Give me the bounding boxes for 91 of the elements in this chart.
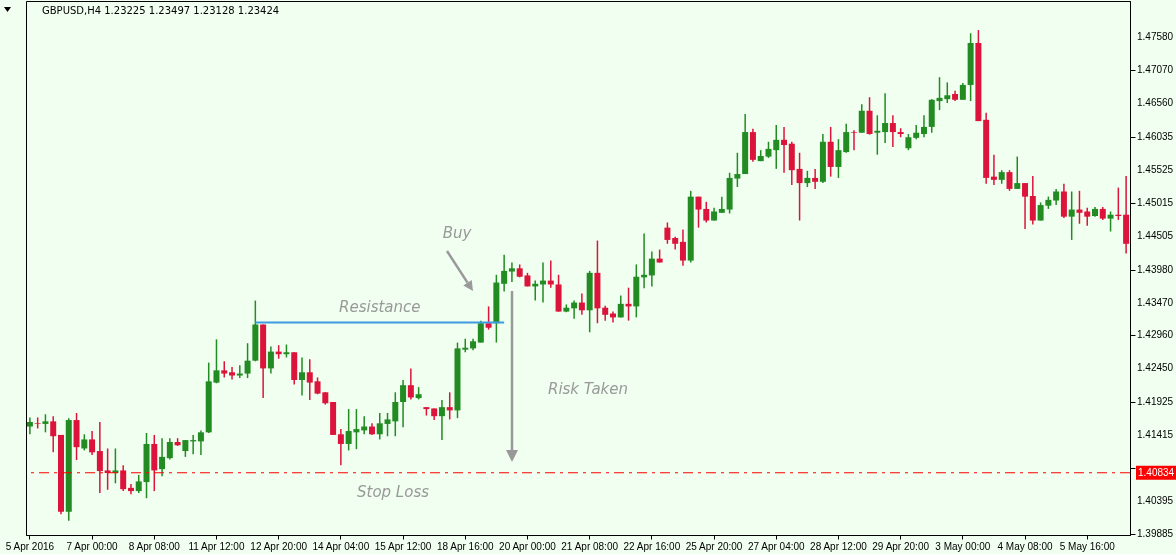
candlestick [664, 221, 671, 245]
candlestick [1068, 190, 1075, 241]
candlestick [1014, 155, 1021, 190]
x-tick-label: 25 Apr 20:00 [685, 540, 743, 552]
y-tick-label: 1.41925 [1137, 396, 1174, 408]
candlestick [42, 413, 49, 434]
x-tick-label: 5 Apr 2016 [5, 540, 55, 552]
candlestick [835, 138, 842, 179]
x-tick-label: 12 Apr 20:00 [250, 540, 308, 552]
candlestick [1107, 210, 1114, 233]
candlestick [1084, 206, 1091, 227]
y-tick-label: 1.42450 [1137, 362, 1174, 374]
candlestick [679, 228, 686, 267]
candlestick [990, 153, 997, 186]
candlestick [26, 416, 33, 436]
candlestick [267, 345, 274, 375]
ref-line-label: Stop Loss [356, 482, 430, 501]
candlestick [89, 430, 96, 456]
candlestick [501, 254, 508, 293]
candlestick [1006, 169, 1013, 192]
y-tick-label: 1.39885 [1137, 528, 1174, 540]
candlestick [781, 126, 788, 174]
candlestick [843, 122, 850, 154]
x-tick-label: 18 Apr 16:00 [436, 540, 495, 552]
text: 1.40834 [1138, 466, 1175, 478]
y-tick-label: 1.47070 [1137, 64, 1174, 76]
candlestick [438, 399, 445, 441]
x-tick-label: 7 Apr 00:00 [66, 540, 119, 552]
candlestick [578, 292, 585, 316]
x-tick-label: 5 May 16:00 [1059, 540, 1116, 552]
candlestick [648, 250, 655, 288]
annotation: Buy [442, 224, 473, 242]
candlestick [244, 342, 251, 379]
y-tick-label: 1.41415 [1137, 429, 1174, 441]
y-tick-label: 1.40395 [1137, 495, 1174, 507]
candlestick [96, 421, 103, 494]
candlestick [508, 261, 515, 283]
candlestick [1022, 182, 1029, 230]
x-tick-label: 27 Apr 04:00 [747, 540, 806, 552]
chart-title: GBPUSD,H4 1.23225 1.23497 1.23128 1.23424 [42, 5, 280, 16]
x-tick-label: 21 Apr 08:00 [561, 540, 619, 552]
y-tick-label: 1.46035 [1137, 130, 1174, 142]
candlestick [135, 474, 142, 494]
candlestick [50, 415, 57, 454]
candlestick [773, 124, 780, 170]
y-tick-label: 1.47580 [1137, 31, 1174, 43]
candlestick [159, 437, 166, 477]
y-tick-label: 1.43980 [1137, 263, 1174, 275]
candlestick [866, 96, 873, 136]
x-tick-label: 8 Apr 08:00 [128, 540, 181, 552]
candlestick [796, 151, 803, 222]
candlestick [812, 168, 819, 190]
candlestick [882, 92, 889, 144]
x-tick-label: 22 Apr 16:00 [623, 540, 681, 552]
y-tick-label: 1.45015 [1137, 196, 1174, 208]
candlestick [299, 356, 305, 397]
candlestick [236, 364, 243, 379]
x-tick-label: 4 May 08:00 [997, 540, 1053, 552]
candlestick [127, 483, 134, 496]
candlestick [120, 464, 127, 492]
x-tick-label: 15 Apr 12:00 [374, 540, 432, 552]
y-tick-label: 1.44505 [1137, 229, 1174, 241]
y-tick-label: 1.45525 [1137, 163, 1174, 175]
candlestick [851, 129, 857, 151]
candlestick [874, 114, 881, 156]
x-tick-label: 29 Apr 20:00 [872, 540, 930, 552]
candlestick [920, 114, 927, 138]
candlestick [197, 429, 204, 456]
x-tick-label: 11 Apr 12:00 [188, 540, 245, 552]
x-tick-label: 20 Apr 00:00 [499, 540, 557, 552]
annotation: Risk Taken [547, 380, 629, 398]
candlestick [337, 428, 344, 467]
candlestick [446, 391, 453, 421]
y-tick-label: 1.42960 [1137, 329, 1174, 341]
x-tick-label: 28 Apr 12:00 [810, 540, 868, 552]
y-tick-label: 1.46560 [1137, 97, 1174, 109]
candlestick [718, 195, 725, 214]
candlestick [1076, 190, 1083, 225]
x-tick-label: 14 Apr 04:00 [312, 540, 370, 552]
candlestick [889, 114, 896, 148]
candlestick [376, 412, 383, 441]
candlestick [400, 379, 407, 428]
series-label: Resistance [338, 297, 421, 316]
x-tick-label: 3 May 00:00 [935, 540, 991, 552]
y-tick-label: 1.43470 [1137, 296, 1174, 308]
candlestick [407, 367, 414, 401]
candlestick [477, 319, 484, 344]
candlestick [306, 358, 313, 401]
candlestick [166, 437, 173, 461]
candlestick [858, 103, 865, 134]
candlestick [104, 447, 111, 491]
